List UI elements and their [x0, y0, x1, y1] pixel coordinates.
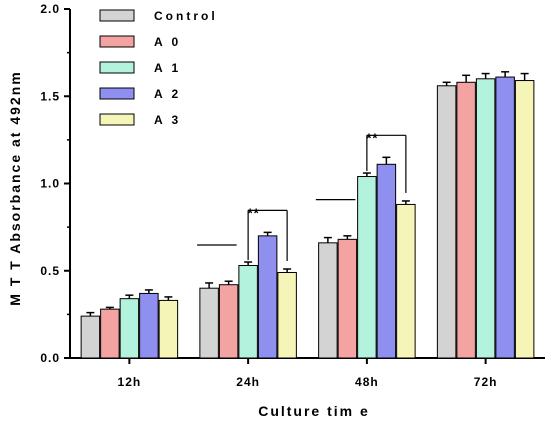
bar — [514, 80, 535, 359]
plot-area: 0.0 0.5 1.0 1.5 2.0 12h 24h 48h 72h ** ** Control A … — [40, 2, 545, 389]
bar — [100, 308, 120, 359]
bar — [158, 299, 179, 359]
bar — [139, 292, 159, 359]
significance-label: ** — [366, 130, 378, 145]
bar — [257, 235, 278, 359]
x-tick-label: 24h — [236, 375, 260, 389]
bar — [238, 265, 258, 359]
y-axis-label: M T T Absorbance at 492nm — [7, 70, 23, 305]
bar — [456, 81, 476, 359]
legend-swatch — [99, 61, 135, 74]
x-axis-label: Culture tim e — [258, 403, 370, 419]
bar — [436, 85, 457, 359]
y-tick-label: 0.5 — [40, 264, 60, 278]
bar — [475, 78, 496, 359]
y-tick-label: 1.5 — [40, 89, 60, 103]
legend-swatch — [99, 87, 135, 100]
bar — [376, 163, 397, 359]
bar — [396, 203, 416, 359]
bar — [218, 284, 239, 359]
x-tick-label: 72h — [474, 375, 498, 389]
y-tick-label: 0.0 — [40, 351, 60, 365]
legend-swatch — [99, 35, 135, 48]
x-tick-label: 48h — [355, 375, 379, 389]
bar — [495, 76, 515, 359]
legend-label: A 1 — [154, 61, 181, 75]
x-tick-label: 12h — [118, 375, 142, 389]
legend-label: A 2 — [154, 87, 181, 101]
bar — [119, 298, 140, 359]
significance-label: ** — [248, 205, 260, 220]
y-tick-label: 2.0 — [40, 2, 60, 16]
bar — [337, 238, 358, 359]
y-tick-label: 1.0 — [40, 177, 60, 191]
legend-swatch — [99, 113, 135, 126]
bar — [277, 271, 297, 359]
legend-label: A 3 — [154, 113, 181, 127]
bar — [80, 315, 101, 359]
bar — [318, 242, 338, 359]
legend-label: A 0 — [154, 35, 181, 49]
bar — [199, 287, 219, 359]
bar — [357, 176, 377, 359]
legend-label: Control — [154, 9, 218, 23]
legend-swatch — [99, 9, 135, 22]
